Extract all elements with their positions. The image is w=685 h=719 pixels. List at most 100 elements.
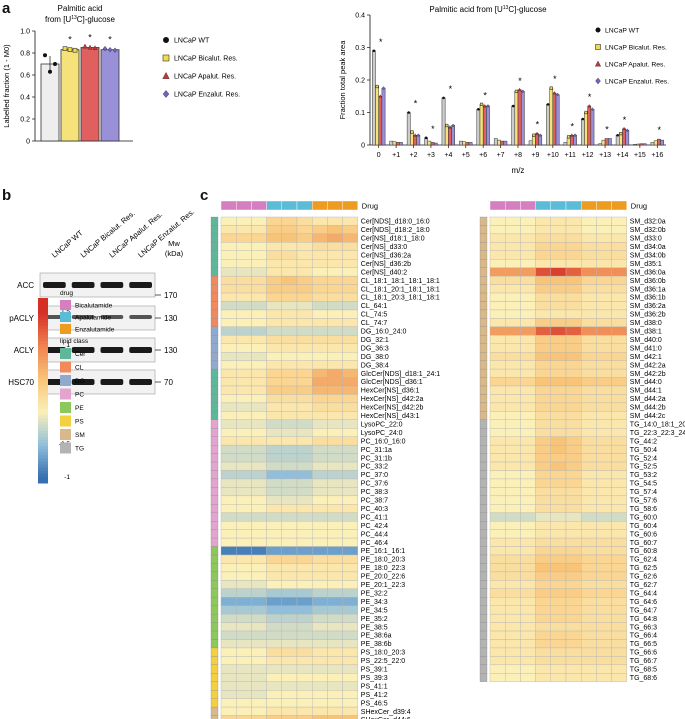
heatmap-cell xyxy=(611,360,627,370)
heatmap-cell xyxy=(220,411,237,421)
bar xyxy=(100,49,120,142)
heatmap-cell xyxy=(505,419,521,429)
heatmap-cell xyxy=(342,537,359,547)
heatmap-cell xyxy=(251,588,267,598)
heatmap-cell xyxy=(489,250,506,260)
heatmap-cell xyxy=(220,402,237,412)
heatmap-cell xyxy=(220,309,237,319)
heatmap-cell xyxy=(611,343,627,353)
color-scale-segment xyxy=(38,409,48,413)
heatmap-cell xyxy=(535,673,551,682)
heatmap-cell xyxy=(581,394,597,404)
right-row-label: TG_57:4 xyxy=(630,489,657,496)
bar xyxy=(80,47,100,142)
heatmap-cell xyxy=(581,225,597,235)
heatmap-cell xyxy=(281,613,298,623)
heatmap-cell xyxy=(235,259,252,268)
color-scale-segment xyxy=(38,461,48,465)
class-legend-swatch xyxy=(60,402,71,413)
heatmap-cell xyxy=(520,351,536,361)
bar xyxy=(653,140,658,146)
heatmap-cell xyxy=(535,597,551,606)
right-row-label: TG_64:6 xyxy=(630,599,657,606)
bar xyxy=(598,143,603,146)
heatmap-cell xyxy=(281,504,298,513)
heatmap-cell xyxy=(581,537,597,547)
heatmap-cell xyxy=(327,521,343,530)
heatmap-cell xyxy=(235,715,252,719)
heatmap-cell xyxy=(312,656,328,666)
class-legend-label: PS xyxy=(75,419,84,426)
heatmap-cell xyxy=(611,385,627,395)
left-row-label: HexCer[NS]_d36:1 xyxy=(361,388,420,395)
drug-legend-swatch xyxy=(60,300,71,310)
heatmap-cell xyxy=(596,521,612,530)
heatmap-cell xyxy=(220,521,237,530)
significance-marker: * xyxy=(570,121,574,131)
lipid-class-cell xyxy=(210,309,219,319)
heatmap-cell xyxy=(312,597,328,606)
heatmap-cell xyxy=(251,267,267,277)
bar xyxy=(517,89,522,146)
heatmap-cell xyxy=(611,478,627,488)
heatmap-cell xyxy=(251,444,267,454)
data-point xyxy=(514,89,519,93)
heatmap-cell xyxy=(565,225,582,235)
heatmap-cell xyxy=(581,512,597,522)
heatmap-cell xyxy=(296,504,313,513)
heatmap-cell xyxy=(312,529,328,539)
x-tick-label: +15 xyxy=(634,152,646,159)
heatmap-cell xyxy=(327,537,343,547)
color-scale-segment xyxy=(38,325,48,330)
heatmap-cell xyxy=(281,470,298,480)
lipid-class-cell xyxy=(210,301,219,311)
drug-annotation-cell xyxy=(535,200,551,211)
heatmap-cell xyxy=(327,554,343,564)
heatmap-cell xyxy=(220,478,237,488)
data-point xyxy=(570,133,574,137)
heatmap-cell xyxy=(596,571,612,581)
significance-marker: * xyxy=(108,35,112,45)
heatmap-cell xyxy=(581,673,597,682)
heatmap-cell xyxy=(281,292,298,302)
left-row-label: GlcCer[NDS]_d36:1 xyxy=(361,379,423,386)
heatmap-cell xyxy=(550,250,567,260)
heatmap-cell xyxy=(312,394,328,404)
heatmap-cell xyxy=(220,318,237,328)
class-legend-swatch xyxy=(60,348,71,359)
heatmap-cell xyxy=(489,402,506,412)
heatmap-cell xyxy=(312,512,328,522)
heatmap-cell xyxy=(611,309,627,319)
right-row-label: SM_d44:2c xyxy=(630,413,666,420)
color-scale-segment xyxy=(38,338,48,342)
heatmap-cell xyxy=(266,436,283,446)
heatmap-cell xyxy=(342,461,359,471)
heatmap-cell xyxy=(505,343,521,353)
bar xyxy=(639,143,644,146)
heatmap-cell xyxy=(220,250,237,260)
heatmap-cell xyxy=(220,647,237,657)
right-row-label: TG_68:6 xyxy=(630,675,657,682)
heatmap-cell xyxy=(505,673,521,682)
heatmap-cell xyxy=(611,444,627,454)
lipid-class-cell xyxy=(210,318,219,327)
heatmap-cell xyxy=(327,681,343,691)
heatmap-cell xyxy=(489,351,506,361)
class-legend-label: PE xyxy=(75,405,84,412)
heatmap-cell xyxy=(489,461,506,471)
heatmap-cell xyxy=(581,242,597,251)
color-scale-segment xyxy=(38,319,48,324)
y-tick-label: 0.6 xyxy=(20,73,30,80)
heatmap-cell xyxy=(611,250,627,260)
heatmap-cell xyxy=(342,351,359,361)
heatmap-cell xyxy=(565,529,582,539)
drug-annotation-cell xyxy=(565,200,582,211)
heatmap-cell xyxy=(312,690,328,699)
color-scale-segment xyxy=(38,356,48,361)
heatmap-cell xyxy=(520,554,536,564)
significance-marker: * xyxy=(414,99,418,109)
heatmap-cell xyxy=(220,368,237,378)
heatmap-cell xyxy=(520,470,536,480)
lipid-class-cell xyxy=(479,428,488,437)
heatmap-cell xyxy=(296,613,313,623)
